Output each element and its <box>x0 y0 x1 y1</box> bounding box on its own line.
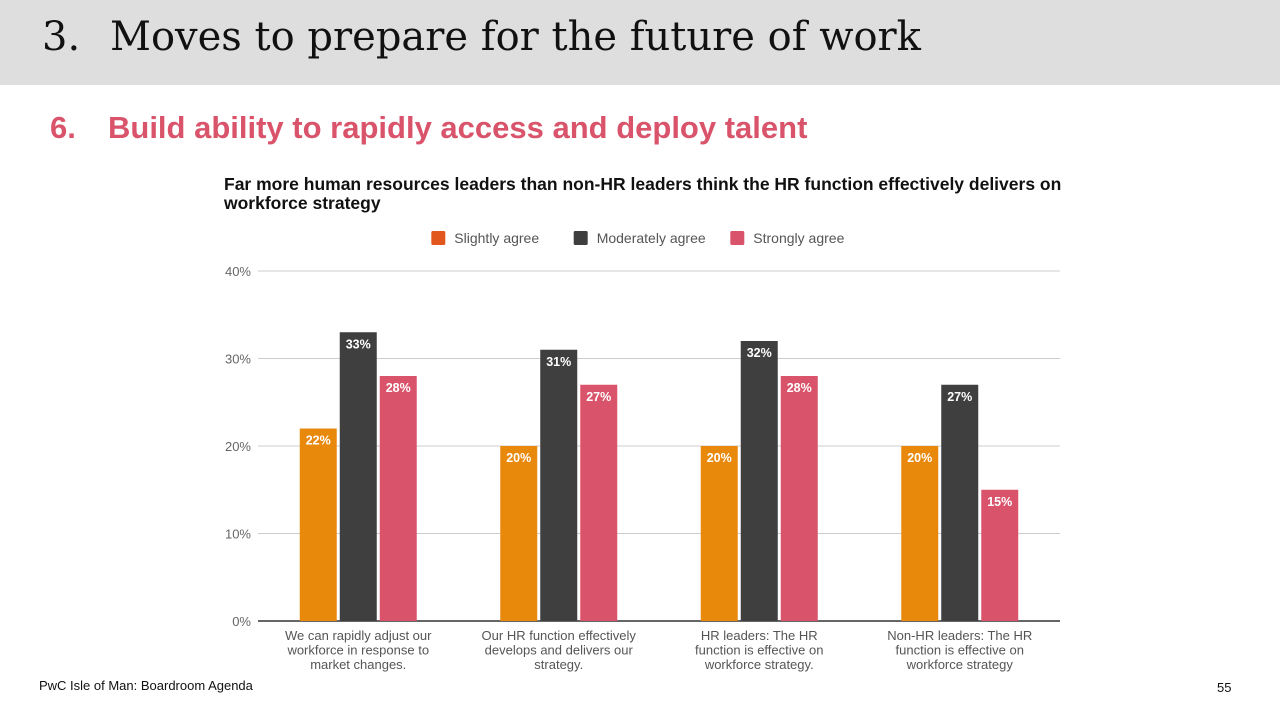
bar <box>500 446 538 621</box>
x-category-label: workforce strategy <box>906 657 1014 672</box>
footer-source: PwC Isle of Man: Boardroom Agenda <box>39 678 253 693</box>
data-label: 33% <box>346 337 371 351</box>
header-band <box>0 0 1280 85</box>
x-category-label: function is effective on <box>896 643 1024 658</box>
data-label: 27% <box>586 390 611 404</box>
y-tick-label: 0% <box>232 614 251 629</box>
x-category-label: strategy. <box>534 657 583 672</box>
legend-label: Strongly agree <box>753 230 844 246</box>
x-category-label: HR leaders: The HR <box>701 628 818 643</box>
legend-label: Slightly agree <box>454 230 539 246</box>
chart-title: Far more human resources leaders than no… <box>224 174 1062 213</box>
data-label: 20% <box>707 451 732 465</box>
data-label: 28% <box>787 381 812 395</box>
data-label: 20% <box>506 451 531 465</box>
x-category-label: workforce in response to <box>286 643 429 658</box>
data-label: 27% <box>947 390 972 404</box>
x-category-label: Our HR function effectively <box>482 628 637 643</box>
legend-swatch <box>730 231 745 245</box>
bar <box>941 384 979 621</box>
bar <box>299 428 337 621</box>
y-tick-label: 20% <box>225 439 251 454</box>
data-label: 28% <box>386 381 411 395</box>
y-tick-label: 30% <box>225 352 251 367</box>
legend-label: Moderately agree <box>597 230 706 246</box>
page-number: 55 <box>1217 680 1232 695</box>
page-title: Moves to prepare for the future of work <box>110 14 921 60</box>
x-category-label: function is effective on <box>695 643 823 658</box>
y-tick-label: 40% <box>225 264 251 279</box>
bar <box>540 349 578 621</box>
data-label: 22% <box>306 434 331 448</box>
subsection-title: Build ability to rapidly access and depl… <box>108 110 808 145</box>
bar <box>700 446 738 621</box>
bar <box>780 376 818 621</box>
x-category-label: Non-HR leaders: The HR <box>887 628 1032 643</box>
data-label: 15% <box>987 495 1012 509</box>
bar <box>339 332 377 621</box>
x-category-label: workforce strategy. <box>704 657 814 672</box>
x-category-label: market changes. <box>310 657 406 672</box>
y-tick-label: 10% <box>225 527 251 542</box>
x-category-label: We can rapidly adjust our <box>285 628 432 643</box>
bar <box>740 341 778 621</box>
subsection-number: 6. <box>50 110 76 145</box>
bar <box>580 384 618 621</box>
data-label: 31% <box>546 355 571 369</box>
section-number: 3. <box>42 14 81 60</box>
legend-swatch <box>573 231 588 245</box>
bar <box>981 489 1019 621</box>
x-category-label: develops and delivers our <box>485 643 634 658</box>
data-label: 20% <box>907 451 932 465</box>
bar <box>901 446 939 621</box>
bar <box>379 376 417 621</box>
legend-swatch <box>431 231 446 245</box>
data-label: 32% <box>747 346 772 360</box>
